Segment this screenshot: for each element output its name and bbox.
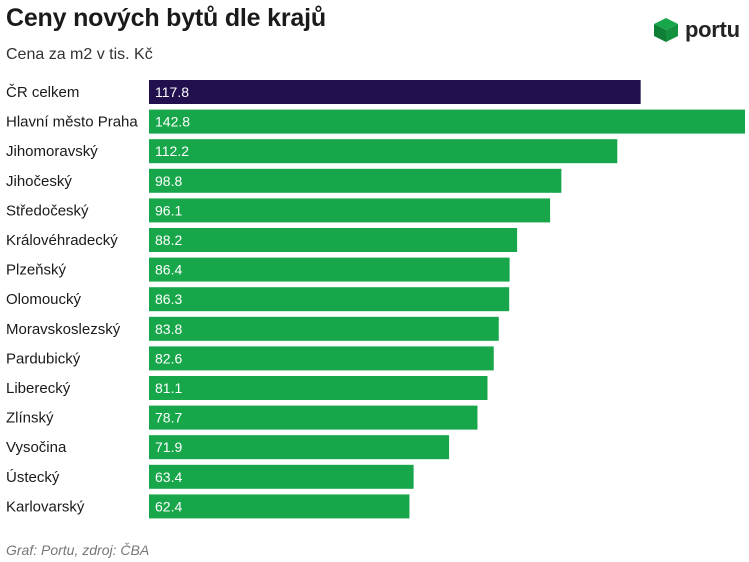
category-label: Karlovarský [6, 498, 85, 515]
logo-text: portu [685, 17, 740, 42]
bar-value-label: 88.2 [155, 232, 182, 248]
chart-subtitle: Cena za m2 v tis. Kč [6, 46, 153, 63]
category-label: Hlavní město Praha [6, 114, 138, 131]
category-label: Jihočeský [6, 173, 72, 190]
bar-chart: ČR celkem 117.8 Hlavní město Praha 142.8 Jih… [6, 80, 745, 519]
bar-value-label: 96.1 [155, 202, 182, 218]
portu-cube-icon [654, 18, 678, 42]
category-label: ČR celkem [6, 84, 79, 101]
chart-title: Ceny nových bytů dle krajů [6, 4, 326, 32]
bar-value-label: 62.4 [155, 498, 182, 514]
bar-value-label: 81.1 [155, 380, 182, 396]
bar [149, 435, 450, 460]
bar-value-label: 63.4 [155, 469, 182, 485]
bar [149, 168, 562, 193]
bar [149, 228, 518, 252]
category-label: Středočeský [6, 202, 89, 219]
bar [149, 346, 494, 371]
category-label: Královéhradecký [6, 232, 118, 249]
bar [149, 109, 745, 134]
chart-source: Graf: Portu, zdroj: ČBA [6, 542, 150, 558]
bar [149, 139, 618, 164]
bar-value-label: 86.3 [155, 291, 182, 307]
category-label: Plzeňský [6, 262, 67, 279]
category-label: Vysočina [6, 439, 67, 456]
bar [149, 257, 510, 282]
category-label: Olomoucký [6, 291, 82, 308]
bar-value-label: 86.4 [155, 262, 182, 278]
category-label: Moravskoslezský [6, 321, 121, 338]
bar [149, 405, 478, 430]
bar [149, 494, 410, 519]
bar-value-label: 117.8 [155, 84, 189, 100]
bar-value-label: 71.9 [155, 439, 182, 455]
category-label: Zlínský [6, 410, 54, 427]
category-label: Jihomoravský [6, 143, 98, 160]
bar-value-label: 83.8 [155, 321, 182, 337]
bar [149, 287, 510, 312]
bar-value-label: 82.6 [155, 350, 182, 366]
portu-logo: portu [651, 15, 743, 45]
category-label: Pardubický [6, 350, 81, 367]
bar [149, 316, 499, 341]
bar-value-label: 78.7 [155, 410, 182, 426]
category-label: Ústecký [6, 469, 60, 486]
bar [149, 198, 551, 223]
bar [149, 376, 488, 400]
bar-highlight [149, 80, 641, 104]
category-label: Liberecký [6, 380, 71, 397]
bar-value-label: 142.8 [155, 114, 190, 130]
bar-value-label: 98.8 [155, 173, 182, 189]
bar-value-label: 112.2 [155, 143, 189, 159]
bar [149, 464, 414, 489]
